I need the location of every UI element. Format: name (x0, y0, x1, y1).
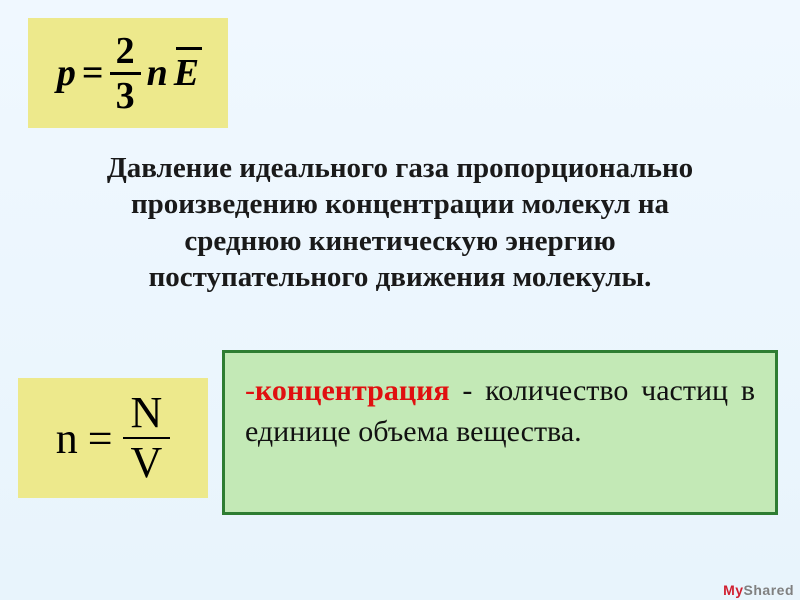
formula-fraction: 2 3 (110, 32, 141, 115)
frac2-denominator: V (123, 439, 171, 485)
formula-pressure: p = 2 3 n E (57, 32, 199, 115)
formula-n: n (147, 51, 168, 95)
formula-eq: = (82, 51, 104, 95)
formula-concentration-box: n = N V (18, 378, 208, 498)
frac-numerator: 2 (110, 32, 141, 75)
definition-term: концентрация (255, 374, 450, 407)
formula2-n: n (56, 413, 78, 464)
statement-line-4: поступательного движения молекулы. (149, 261, 652, 293)
formula2-fraction: N V (123, 391, 171, 485)
watermark-shared: Shared (744, 582, 794, 598)
formula-E-bar: E (174, 51, 199, 95)
definition-dash: - (245, 374, 255, 407)
formula-concentration: n = N V (56, 391, 171, 485)
watermark: MyShared (723, 582, 794, 598)
main-statement: Давление идеального газа пропорционально… (20, 150, 780, 295)
frac2-numerator: N (123, 391, 171, 439)
frac-denominator: 3 (110, 75, 141, 115)
statement-line-2: произведению концентрации молекул на (131, 188, 669, 220)
statement-line-3: среднюю кинетическую энергию (184, 225, 615, 257)
statement-line-1: Давление идеального газа пропорционально (107, 152, 693, 184)
formula-p: p (57, 51, 76, 95)
formula-pressure-box: p = 2 3 n E (28, 18, 228, 128)
formula2-eq: = (88, 413, 113, 464)
definition-box: -концентрация - количество частиц в един… (222, 350, 778, 515)
watermark-my: My (723, 582, 743, 598)
